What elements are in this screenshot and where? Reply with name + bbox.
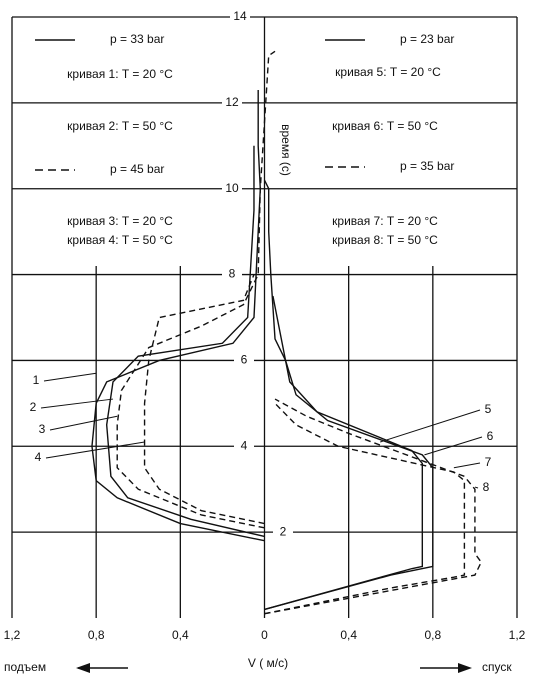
arrow-head	[76, 663, 90, 673]
leader-line	[45, 441, 145, 459]
tick-label-bg	[273, 524, 293, 541]
legend-text: кривая 1: T = 20 °C	[67, 67, 173, 81]
legend-text: p = 45 bar	[110, 162, 164, 176]
x-tick-label: 0,4	[172, 628, 189, 642]
curve	[264, 295, 424, 611]
curve	[116, 50, 276, 529]
ascent-label: подъем	[4, 660, 46, 674]
curve-label: 5	[485, 402, 492, 416]
curve-label: 3	[39, 422, 46, 436]
leader-line	[49, 415, 118, 431]
curve-label: 6	[487, 429, 494, 443]
y-tick-label: 4	[241, 438, 248, 452]
curve-label: 4	[35, 450, 42, 464]
descent-label: спуск	[482, 660, 512, 674]
legend-text: кривая 7: T = 20 °C	[332, 214, 438, 228]
x-tick-label: 0,4	[340, 628, 357, 642]
y-tick-label: 6	[241, 353, 248, 367]
curve	[105, 145, 265, 538]
tick-label-bg	[222, 266, 242, 283]
x-tick-label: 1,2	[4, 628, 21, 642]
legend-text: p = 35 bar	[400, 159, 454, 173]
legend-text: p = 23 bar	[400, 32, 454, 46]
legend-text: кривая 2: T = 50 °C	[67, 119, 173, 133]
x-tick-label: 0	[261, 628, 268, 642]
leader-line	[43, 372, 97, 382]
y-tick-label: 8	[229, 267, 236, 281]
x-axis-label: V ( м/с)	[248, 656, 288, 670]
curve	[263, 179, 434, 611]
leader-line	[453, 462, 481, 469]
leader-line	[424, 436, 483, 456]
legend-text: кривая 8: T = 50 °C	[332, 233, 438, 247]
curve	[143, 274, 265, 525]
leader-line	[474, 486, 479, 489]
tick-label-bg	[234, 352, 254, 369]
arrow-head	[458, 663, 472, 673]
x-tick-label: 0,8	[88, 628, 105, 642]
curve-label: 7	[485, 455, 492, 469]
tick-label-bg	[222, 94, 242, 111]
tick-label-bg	[230, 9, 250, 25]
legend-text: кривая 3: T = 20 °C	[67, 214, 173, 228]
curve	[264, 402, 466, 615]
curve-label: 8	[483, 480, 490, 494]
leader-line	[380, 409, 481, 443]
tick-label-bg	[222, 180, 242, 197]
curve-label: 2	[30, 400, 37, 414]
tick-label-bg	[234, 438, 254, 455]
curve	[264, 398, 483, 615]
curve	[91, 89, 265, 542]
x-tick-label: 1,2	[509, 628, 526, 642]
legend-text: кривая 6: T = 50 °C	[332, 119, 438, 133]
y-tick-label: 2	[280, 524, 287, 538]
y-tick-label: 12	[225, 95, 239, 109]
x-tick-label: 0,8	[424, 628, 441, 642]
legend-text: кривая 5: T = 20 °C	[335, 65, 441, 79]
y-tick-label: 14	[233, 9, 247, 23]
legend-text: кривая 4: T = 50 °C	[67, 233, 173, 247]
legend-text: p = 33 bar	[110, 32, 164, 46]
curve-label: 1	[33, 373, 40, 387]
leader-line	[40, 398, 114, 409]
y-axis-label: время (с)	[279, 124, 293, 176]
y-tick-label: 10	[225, 181, 239, 195]
